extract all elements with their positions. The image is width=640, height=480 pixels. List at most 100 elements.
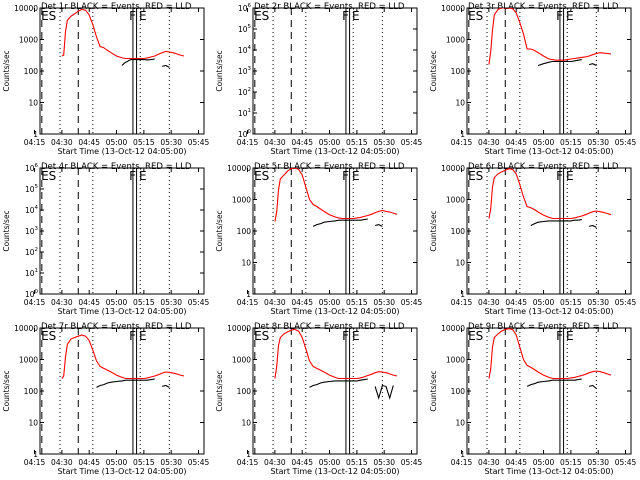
start-marker-label: ES xyxy=(254,9,269,23)
y-tick-label: 10 xyxy=(28,99,38,108)
plot-frame xyxy=(39,327,205,455)
x-tick-label: 05:00 xyxy=(533,458,555,467)
y-tick-label: 1000 xyxy=(232,356,251,365)
y-axis-label: Counts/sec xyxy=(2,210,11,251)
x-axis-label: Start Time (13-Oct-12 04:05:00) xyxy=(57,467,186,476)
x-tick-label: 04:45 xyxy=(78,458,100,467)
x-tick-label: 05:45 xyxy=(401,458,423,467)
x-tick-label: 05:30 xyxy=(160,458,182,467)
x-tick-label: 04:15 xyxy=(237,138,259,147)
plot-frame xyxy=(252,167,418,295)
end-marker-label: FE xyxy=(556,329,576,343)
y-axis-label: Counts/sec xyxy=(429,370,438,411)
detector-panel-2: Det 2r BLACK = Events, RED = LLD 04:15 04:… xyxy=(215,2,423,156)
x-tick-label: 05:30 xyxy=(373,298,395,307)
x-tick-label: 05:45 xyxy=(615,298,637,307)
plot-title: Det 8r BLACK = Events, RED = LLD xyxy=(254,322,405,332)
x-tick-label: 04:45 xyxy=(78,298,100,307)
y-tick-label: 1 xyxy=(460,450,465,459)
x-tick-label: 05:00 xyxy=(106,138,128,147)
x-tick-label: 04:30 xyxy=(264,138,286,147)
x-tick-label: 05:00 xyxy=(319,458,341,467)
x-tick-label: 05:30 xyxy=(373,138,395,147)
detector-panel-8: Det 8r BLACK = Events, RED = LLD 04:15 04:… xyxy=(215,322,423,476)
events-series-line xyxy=(526,378,597,389)
y-tick-label: 1 xyxy=(33,450,38,459)
end-marker-label: FE xyxy=(342,169,362,183)
y-tick-label: 10 xyxy=(455,419,465,428)
plot-title: Det 7r BLACK = Events, RED = LLD xyxy=(41,322,192,332)
y-tick-label: 10 xyxy=(241,259,251,268)
x-tick-label: 05:00 xyxy=(533,138,555,147)
y-tick-label: 106 xyxy=(238,3,252,13)
plot-frame xyxy=(39,167,205,295)
y-tick-label: 102 xyxy=(25,247,38,257)
y-tick-label: 101 xyxy=(25,268,38,278)
x-tick-label: 05:30 xyxy=(587,138,609,147)
x-tick-label: 05:00 xyxy=(533,298,555,307)
x-tick-label: 05:15 xyxy=(346,458,368,467)
y-tick-label: 104 xyxy=(25,205,39,215)
y-tick-label: 10 xyxy=(28,419,38,428)
y-axis-label: Counts/sec xyxy=(429,210,438,251)
x-tick-label: 05:30 xyxy=(587,298,609,307)
y-tick-label: 10000 xyxy=(441,324,465,333)
y-tick-label: 1000 xyxy=(446,36,465,45)
start-marker-label: ES xyxy=(41,9,56,23)
x-tick-label: 05:30 xyxy=(373,458,395,467)
y-tick-label: 1 xyxy=(246,450,251,459)
y-tick-label: 1000 xyxy=(19,356,38,365)
lld-series-line xyxy=(274,168,398,222)
x-tick-label: 04:15 xyxy=(237,298,259,307)
start-marker-label: ES xyxy=(468,9,483,23)
y-tick-label: 10000 xyxy=(14,324,38,333)
plot-title: Det 3r BLACK = Events, RED = LLD xyxy=(468,2,619,12)
end-marker-label: FE xyxy=(129,169,149,183)
x-tick-label: 04:30 xyxy=(478,298,500,307)
y-axis-label: Counts/sec xyxy=(2,50,11,91)
plot-frame xyxy=(466,327,632,455)
lld-series-line xyxy=(488,168,612,220)
events-series-line xyxy=(537,59,597,67)
x-axis-label: Start Time (13-Oct-12 04:05:00) xyxy=(57,307,186,316)
plot-title: Det 2r BLACK = Events, RED = LLD xyxy=(254,2,405,12)
end-marker-label: FE xyxy=(556,9,576,23)
x-tick-label: 04:15 xyxy=(451,138,473,147)
x-tick-label: 05:45 xyxy=(188,298,210,307)
start-marker-label: ES xyxy=(254,329,269,343)
x-tick-label: 05:00 xyxy=(106,458,128,467)
lld-series-line xyxy=(274,328,398,380)
end-marker-label: FE xyxy=(342,9,362,23)
plot-title: Det 4r BLACK = Events, RED = LLD xyxy=(41,162,192,172)
x-tick-label: 05:45 xyxy=(615,138,637,147)
y-tick-label: 100 xyxy=(25,289,39,299)
y-tick-label: 1000 xyxy=(446,196,465,205)
x-tick-label: 05:15 xyxy=(560,458,582,467)
y-tick-label: 100 xyxy=(451,387,466,396)
x-tick-label: 05:15 xyxy=(133,458,155,467)
lld-series-line xyxy=(488,8,612,65)
x-tick-label: 04:15 xyxy=(451,298,473,307)
start-marker-label: ES xyxy=(468,329,483,343)
y-tick-label: 102 xyxy=(238,87,251,97)
y-axis-label: Counts/sec xyxy=(215,210,224,251)
x-tick-label: 04:30 xyxy=(51,298,73,307)
end-marker-label: FE xyxy=(129,329,149,343)
y-tick-label: 1 xyxy=(246,290,251,299)
x-axis-label: Start Time (13-Oct-12 04:05:00) xyxy=(270,147,399,156)
y-axis-label: Counts/sec xyxy=(215,370,224,411)
y-tick-label: 10 xyxy=(455,99,465,108)
plot-title: Det 5r BLACK = Events, RED = LLD xyxy=(254,162,405,172)
x-tick-label: 04:15 xyxy=(451,458,473,467)
plot-frame xyxy=(466,7,632,135)
x-axis-label: Start Time (13-Oct-12 04:05:00) xyxy=(484,147,613,156)
x-tick-label: 05:45 xyxy=(401,138,423,147)
plot-frame xyxy=(39,7,205,135)
x-tick-label: 04:45 xyxy=(291,298,313,307)
start-marker-label: ES xyxy=(41,169,56,183)
x-axis-label: Start Time (13-Oct-12 04:05:00) xyxy=(484,467,613,476)
x-axis-label: Start Time (13-Oct-12 04:05:00) xyxy=(484,307,613,316)
y-tick-label: 103 xyxy=(238,66,252,76)
y-tick-label: 10000 xyxy=(227,324,251,333)
